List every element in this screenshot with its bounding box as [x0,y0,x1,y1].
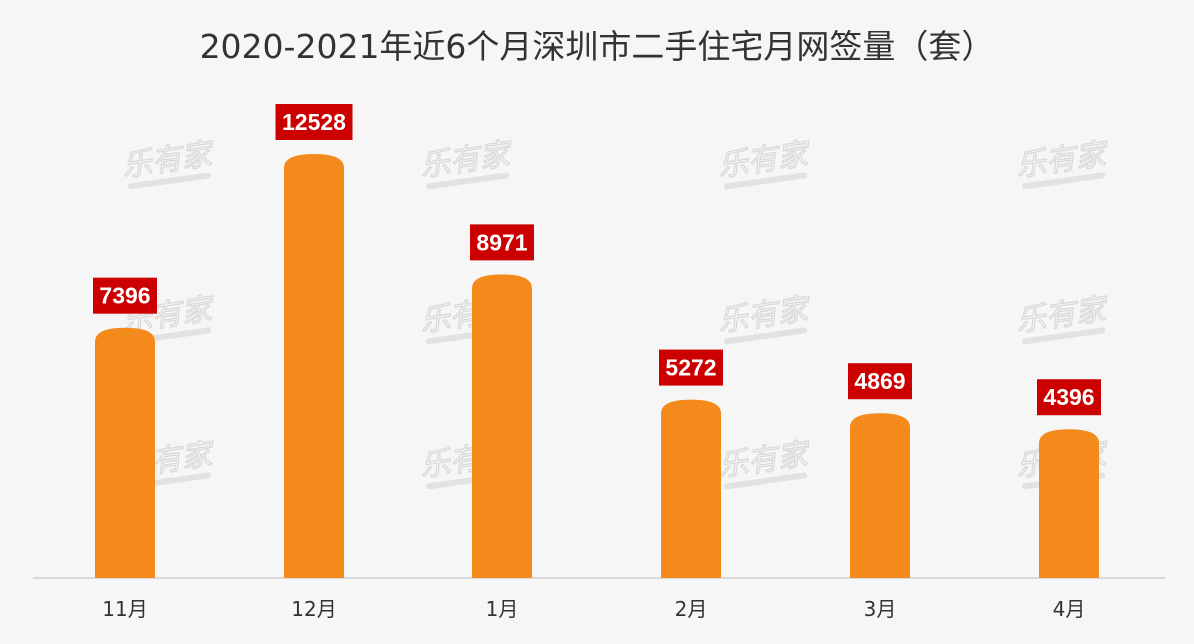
x-tick-label: 2月 [675,597,708,621]
watermark-logo: 乐有家 [119,136,218,190]
x-tick-label: 3月 [864,597,897,621]
watermark-underline [723,172,808,190]
data-label-text: 4869 [854,368,905,394]
watermark-underline [425,172,510,190]
data-label-box [275,104,353,140]
bar-1 [95,327,155,578]
data-label-text: 4396 [1043,384,1094,410]
x-tick-labels-group: 11月 12月 1月 2月 3月 4月 [102,597,1085,621]
watermark-underline [127,172,212,190]
bar-5 [850,413,910,578]
data-label-box [470,224,534,261]
bar-6 [1039,429,1099,578]
bar-2 [284,154,344,578]
watermark-logo: 乐有家 [1013,291,1112,345]
data-label-box [1037,379,1101,416]
chart-title: 2020-2021年近6个月深圳市二手住宅月网签量（套） [199,27,995,66]
bar-3 [472,274,532,578]
data-label-box [848,363,912,400]
data-label-2: 12528 [275,104,353,140]
data-label-box [659,349,723,386]
x-tick-label: 12月 [291,597,336,621]
watermark-underline [1021,172,1106,190]
data-label-text: 8971 [476,229,527,255]
data-label-text: 7396 [99,283,150,309]
data-label-3: 8971 [470,224,534,261]
data-label-5: 4869 [848,363,912,400]
watermark-logo: 乐有家 [417,136,516,190]
data-label-4: 5272 [659,349,723,386]
data-label-6: 4396 [1037,379,1101,416]
watermark-logo: 乐有家 [715,291,814,345]
watermark-underline [723,472,808,490]
x-tick-label: 4月 [1053,597,1086,621]
data-label-text: 5272 [665,355,716,381]
watermark-underline [1021,327,1106,345]
data-label-1: 7396 [93,277,157,314]
x-tick-label: 1月 [486,597,519,621]
data-label-box [93,277,157,314]
watermark-logo: 乐有家 [715,136,814,190]
bar-4 [661,399,721,578]
data-label-text: 12528 [282,109,346,135]
watermark-layer: 乐有家乐有家乐有家乐有家乐有家乐有家乐有家乐有家乐有家乐有家乐有家乐有家 [119,136,1112,490]
watermark-logo: 乐有家 [715,436,814,490]
watermark-underline [723,327,808,345]
data-labels-group: 7396 12528 8971 5272 4869 4396 [93,104,1101,416]
x-tick-label: 11月 [102,597,147,621]
bars-group [95,154,1099,578]
watermark-logo: 乐有家 [1013,136,1112,190]
